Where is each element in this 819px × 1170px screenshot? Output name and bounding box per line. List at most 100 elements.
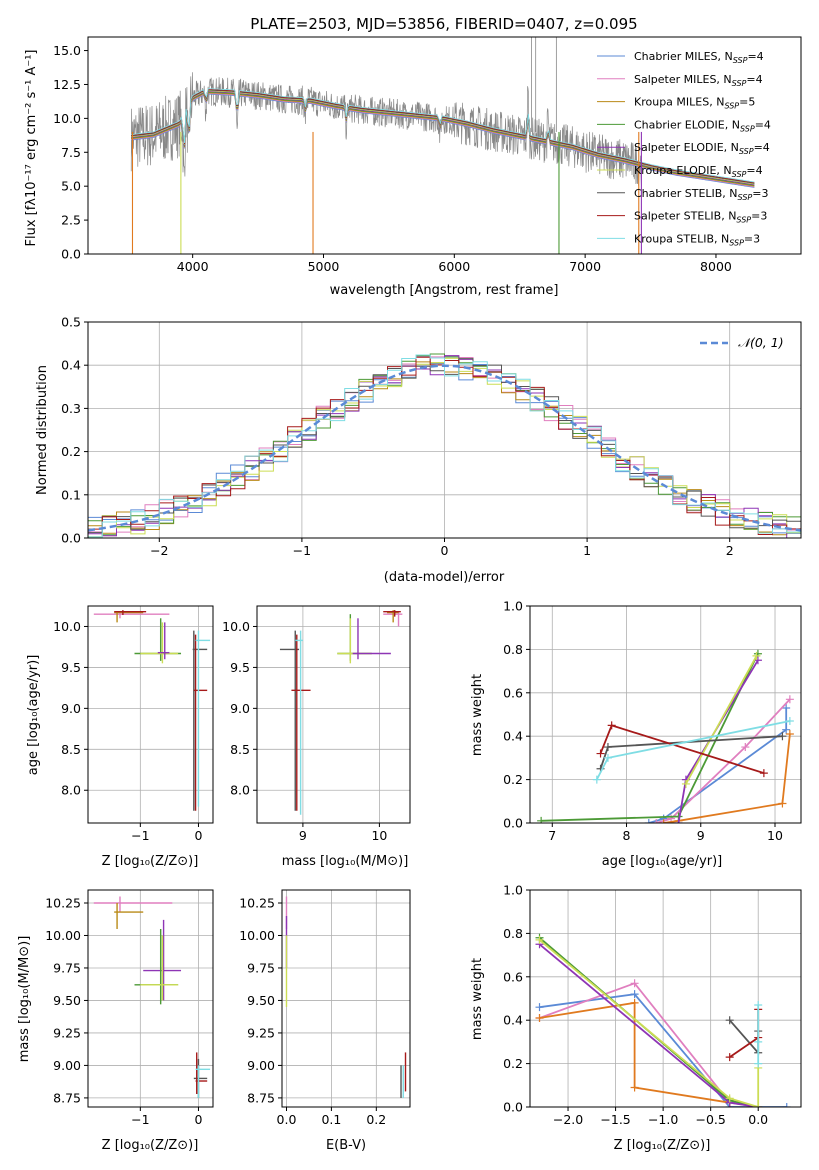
mass-vs-z-ylabel: mass [log₁₀(M/M⊙)] xyxy=(17,936,32,1063)
weight-marker xyxy=(778,799,787,808)
y-tick-label: 9.50 xyxy=(53,993,81,1008)
y-tick-label: 9.75 xyxy=(53,960,81,975)
y-tick-label: 0.2 xyxy=(61,444,81,459)
weight-marker xyxy=(754,1103,763,1107)
y-tick-label: 1.0 xyxy=(503,599,523,614)
x-tick-label: 4000 xyxy=(177,259,209,274)
weight-marker xyxy=(630,990,639,999)
axes-frame xyxy=(87,605,214,824)
figure-title: PLATE=2503, MJD=53856, FIBERID=0407, z=0… xyxy=(250,15,637,33)
legend-label: Kroupa MILES, NSSP=5 xyxy=(634,96,755,111)
x-tick-label: −1 xyxy=(131,828,149,843)
age-vs-metallicity-panel: −1 0 8.0 8.5 9.0 9.5 10.0 xyxy=(53,605,214,843)
weight-line-salpeter_stelib xyxy=(599,724,765,774)
y-tick-label: 0.0 xyxy=(61,247,81,262)
weight-line-chabrier_miles xyxy=(539,993,787,1107)
y-tick-label: 9.25 xyxy=(53,1025,81,1040)
y-tick-label: 0.2 xyxy=(503,772,523,787)
x-tick-label: −2.0 xyxy=(553,1112,583,1127)
y-tick-label: 9.00 xyxy=(247,1058,275,1073)
y-tick-label: 0.4 xyxy=(503,1013,523,1028)
y-tick-label: 9.00 xyxy=(53,1058,81,1073)
mass-vs-ebv-panel: 0.0 0.1 0.2 8.75 9.00 9.25 9.50 9.75 10.00 10.25 xyxy=(239,889,411,1127)
weight-marker xyxy=(782,1103,791,1107)
weight-marker xyxy=(759,769,768,778)
y-tick-label: 0.3 xyxy=(61,401,81,416)
y-tick-label: 10.0 xyxy=(222,619,250,634)
mass-vs-z-xlabel: Z [log₁₀(Z/Z⊙)] xyxy=(102,1138,199,1153)
x-tick-label: 0 xyxy=(194,828,202,843)
x-tick-label: −1 xyxy=(131,1112,149,1127)
weight-marker xyxy=(725,1053,734,1062)
weight-marker xyxy=(535,1014,544,1023)
mass-weight-vs-metallicity-panel: −2.0 −1.5 −1.0 −0.5 0.0 0.0 0.2 0.4 0.6 0.8 1.0 xyxy=(503,883,802,1127)
x-tick-label: 8000 xyxy=(700,259,732,274)
weight-marker xyxy=(782,725,791,734)
legend-label: Salpeter ELODIE, NSSP=4 xyxy=(634,141,770,156)
weight-line-orange xyxy=(539,1001,730,1104)
weight-marker xyxy=(754,1037,763,1046)
y-tick-label: 0.2 xyxy=(503,1056,523,1071)
x-tick-label: 10 xyxy=(371,828,387,843)
mass-weight-vs-age-panel: 7 8 9 10 0.0 0.2 0.4 0.6 0.8 1.0 xyxy=(503,599,802,843)
residual-histogram-panel: −2 −1 0 1 2 0.0 0.1 0.2 0.3 0.4 0.5 𝒩(0, 1) xyxy=(61,315,802,558)
y-tick-label: 7.5 xyxy=(61,145,81,160)
model-spectrum-kroupa_stelib xyxy=(131,88,755,183)
x-tick-label: 0.1 xyxy=(321,1112,341,1127)
weight-marker xyxy=(596,749,605,758)
x-tick-label: 10 xyxy=(767,828,783,843)
weight-marker xyxy=(725,1016,734,1025)
weight-marker xyxy=(607,721,616,730)
y-tick-label: 2.5 xyxy=(61,213,81,228)
weight-marker xyxy=(659,819,668,823)
y-tick-label: 1.0 xyxy=(503,883,523,898)
legend-label: Kroupa ELODIE, NSSP=4 xyxy=(634,164,763,179)
y-tick-label: 9.75 xyxy=(247,960,275,975)
legend-label: Salpeter MILES, NSSP=4 xyxy=(634,73,763,88)
y-tick-label: 9.5 xyxy=(61,660,81,675)
weight-vs-age-ylabel: mass weight xyxy=(470,674,485,756)
y-tick-label: 8.0 xyxy=(230,783,250,798)
x-tick-label: 0.2 xyxy=(366,1112,386,1127)
weight-line-salpeter_elodie xyxy=(538,943,759,1107)
x-tick-label: 1 xyxy=(583,543,591,558)
y-tick-label: 9.5 xyxy=(230,660,250,675)
weight-marker xyxy=(681,779,690,788)
y-tick-label: 15.0 xyxy=(53,43,81,58)
weight-marker xyxy=(741,743,750,752)
axes-frame xyxy=(87,889,214,1108)
weight-marker xyxy=(753,656,762,665)
y-tick-label: 0.0 xyxy=(503,1100,523,1115)
axes-frame xyxy=(87,321,802,539)
y-tick-label: 0.8 xyxy=(503,926,523,941)
weight-marker xyxy=(752,651,761,660)
x-tick-label: 8 xyxy=(623,828,631,843)
x-tick-label: 0.0 xyxy=(277,1112,297,1127)
weight-marker xyxy=(674,819,683,823)
axes-frame xyxy=(529,605,802,824)
y-tick-label: 8.5 xyxy=(61,742,81,757)
weight-vs-age-xlabel: age [log₁₀(age/yr)] xyxy=(602,854,723,869)
weight-marker xyxy=(603,753,612,762)
x-tick-label: 9 xyxy=(299,828,307,843)
x-tick-label: 9 xyxy=(697,828,705,843)
weight-marker xyxy=(537,816,546,823)
x-tick-label: −1.0 xyxy=(648,1112,678,1127)
weight-vs-z-xlabel: Z [log₁₀(Z/Z⊙)] xyxy=(614,1138,711,1153)
weight-marker xyxy=(778,732,787,741)
weight-marker xyxy=(754,1059,763,1068)
y-tick-label: 8.5 xyxy=(230,742,250,757)
y-tick-label: 0.6 xyxy=(503,685,523,700)
weight-marker xyxy=(785,717,794,726)
axes-frame xyxy=(281,889,411,1108)
y-tick-label: 10.00 xyxy=(239,928,275,943)
y-tick-label: 12.5 xyxy=(53,77,81,92)
y-tick-label: 0.4 xyxy=(503,729,523,744)
weight-line-orange xyxy=(663,733,791,823)
age-vs-mass-xlabel: mass [log₁₀(M/M⊙)] xyxy=(282,854,409,869)
y-tick-label: 10.0 xyxy=(53,619,81,634)
weight-line-salpeter_stelib xyxy=(729,1009,760,1058)
x-tick-label: 7 xyxy=(548,828,556,843)
x-tick-label: 0 xyxy=(194,1112,202,1127)
axes-frame xyxy=(529,889,802,1108)
